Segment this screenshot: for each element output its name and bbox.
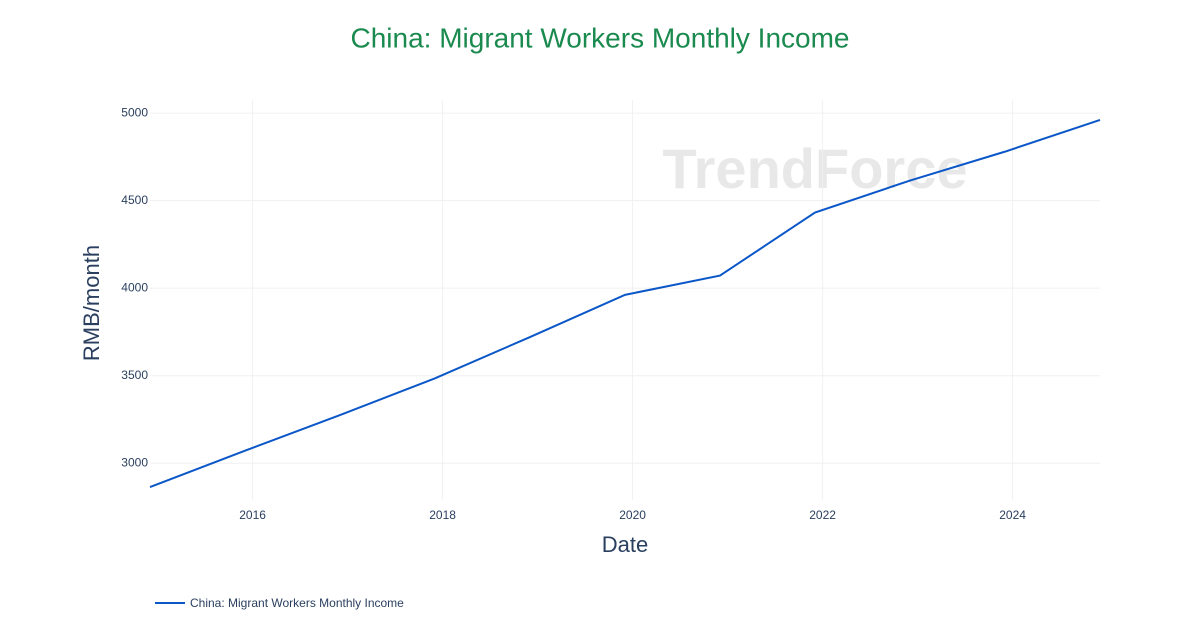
- y-tick-label: 5000: [121, 105, 148, 119]
- chart-title: China: Migrant Workers Monthly Income: [351, 22, 850, 53]
- x-tick-label: 2020: [619, 508, 646, 522]
- x-axis-title: Date: [602, 532, 648, 557]
- y-tick-label: 4000: [121, 280, 148, 294]
- y-axis-title: RMB/month: [79, 245, 104, 361]
- x-tick-label: 2016: [239, 508, 266, 522]
- legend-label: China: Migrant Workers Monthly Income: [190, 596, 404, 610]
- y-tick-label: 4500: [121, 193, 148, 207]
- data-line: [149, 119, 1101, 488]
- x-tick-label: 2018: [429, 508, 456, 522]
- watermark: TrendForce: [663, 137, 968, 200]
- x-tick-label: 2022: [809, 508, 836, 522]
- x-tick-label: 2024: [999, 508, 1026, 522]
- y-tick-label: 3000: [121, 455, 148, 469]
- y-tick-label: 3500: [121, 368, 148, 382]
